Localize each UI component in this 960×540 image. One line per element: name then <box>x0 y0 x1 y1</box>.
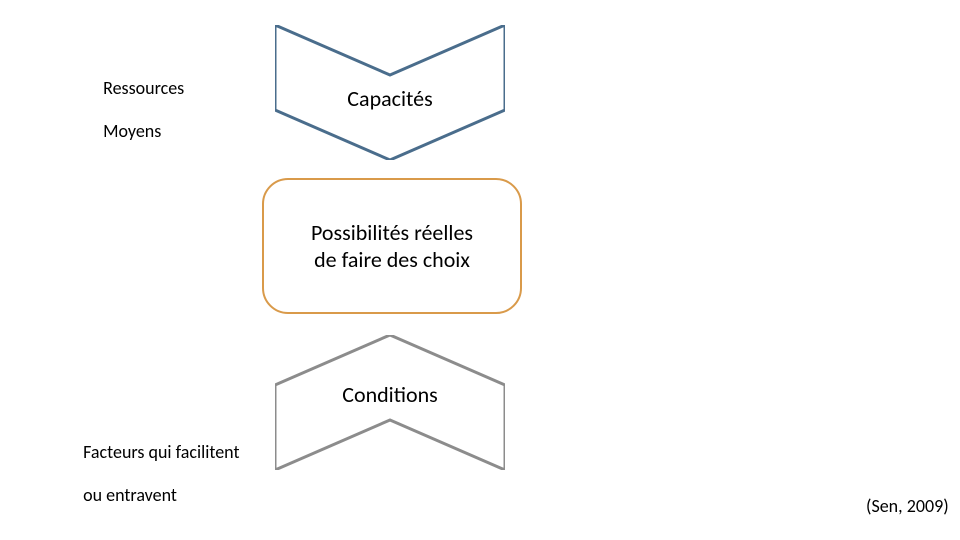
chevron-bottom: Conditions <box>275 335 505 470</box>
citation: (Sen, 2009) <box>866 495 949 517</box>
label-factors: Facteurs qui facilitent ou entravent <box>75 420 239 506</box>
label-resources-line2: Moyens <box>103 120 161 142</box>
label-resources: Ressources Moyens <box>95 56 184 142</box>
chevron-top-label: Capacités <box>275 85 505 112</box>
center-line2: de faire des choix <box>314 246 470 273</box>
label-resources-line1: Ressources <box>103 77 184 99</box>
chevron-bottom-label: Conditions <box>275 381 505 408</box>
chevron-top: Capacités <box>275 25 505 160</box>
center-line1: Possibilités réelles <box>311 219 473 246</box>
label-factors-line2: ou entravent <box>83 484 177 506</box>
label-factors-line1: Facteurs qui facilitent <box>83 441 239 463</box>
center-box: Possibilités réelles de faire des choix <box>262 178 522 314</box>
center-box-text: Possibilités réelles de faire des choix <box>311 219 473 274</box>
